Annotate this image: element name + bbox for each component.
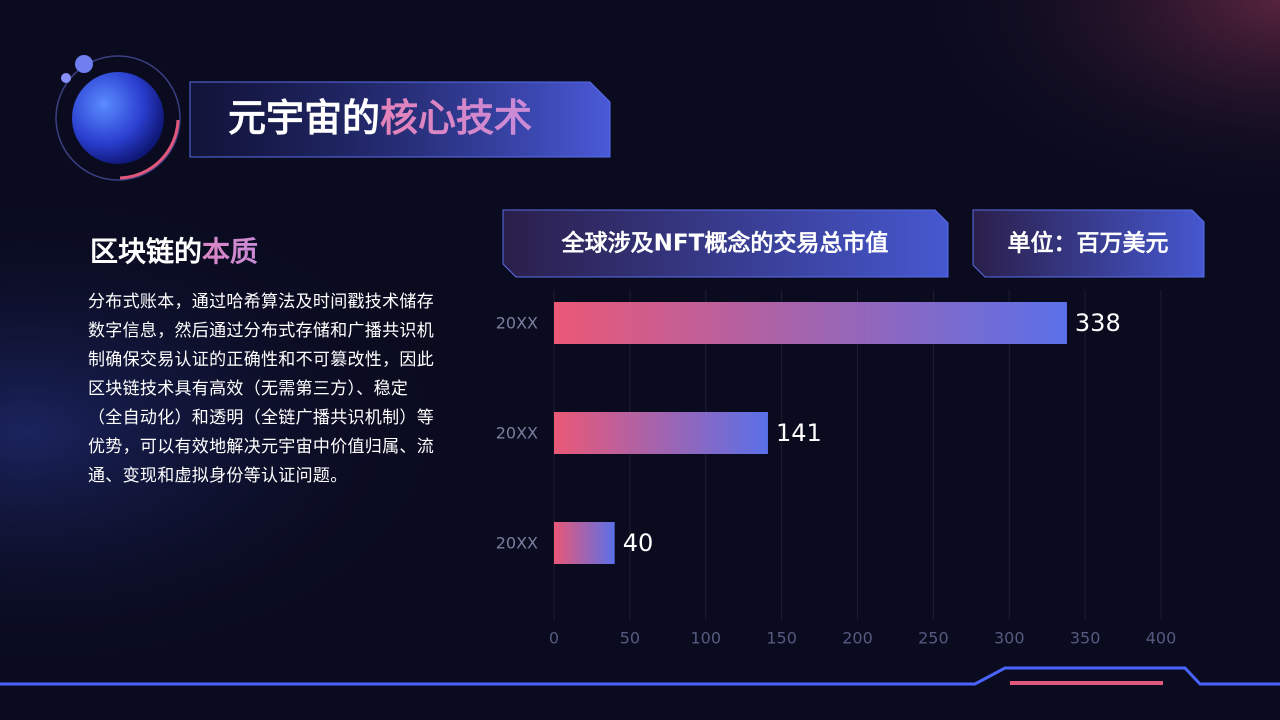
- bottom-accent: [1010, 681, 1163, 685]
- title-part: 元宇宙的: [228, 96, 380, 140]
- title-banner: [189, 81, 611, 158]
- heading-part: 区块链的: [90, 235, 202, 268]
- x-tick-label: 400: [1146, 629, 1177, 648]
- body-text: 分布式账本，通过哈希算法及时间戳技术储存数字信息，然后通过分布式存储和广播共识机…: [88, 292, 434, 486]
- x-tick-label: 100: [690, 629, 721, 648]
- dot: [75, 55, 93, 73]
- chart: 0 50 100 150 200 250 300 350 400 20XX 338 20XX 141 20…: [496, 290, 1177, 648]
- bar: [554, 302, 1067, 344]
- y-tick-label: 20XX: [496, 534, 538, 553]
- y-tick-label: 20XX: [496, 314, 538, 333]
- value-label: 40: [623, 529, 654, 557]
- chart-title-box: [502, 209, 949, 278]
- value-label: 141: [776, 419, 822, 447]
- x-tick-label: 0: [549, 629, 559, 648]
- chart-title: 全球涉及NFT概念的交易总市值: [561, 230, 889, 257]
- bar: [554, 522, 615, 564]
- section-heading: 区块链的本质: [90, 235, 258, 268]
- dot: [61, 73, 71, 83]
- planet: [72, 72, 164, 164]
- x-tick-label: 250: [918, 629, 949, 648]
- title-highlight: 核心技术: [380, 96, 532, 140]
- value-label: 338: [1075, 309, 1121, 337]
- x-tick-label: 350: [1070, 629, 1101, 648]
- x-tick-label: 50: [620, 629, 640, 648]
- unit-box: [972, 209, 1205, 278]
- y-tick-label: 20XX: [496, 424, 538, 443]
- x-tick-label: 150: [766, 629, 797, 648]
- ring: [55, 55, 181, 181]
- x-tick-label: 200: [842, 629, 873, 648]
- title: 元宇宙的核心技术: [228, 96, 532, 140]
- bar: [554, 412, 768, 454]
- unit-label: 单位：百万美元: [1008, 230, 1169, 257]
- x-tick-label: 300: [994, 629, 1025, 648]
- bottom-line: [0, 666, 1280, 686]
- ring-accent: [119, 119, 180, 180]
- heading-highlight: 本质: [202, 235, 258, 268]
